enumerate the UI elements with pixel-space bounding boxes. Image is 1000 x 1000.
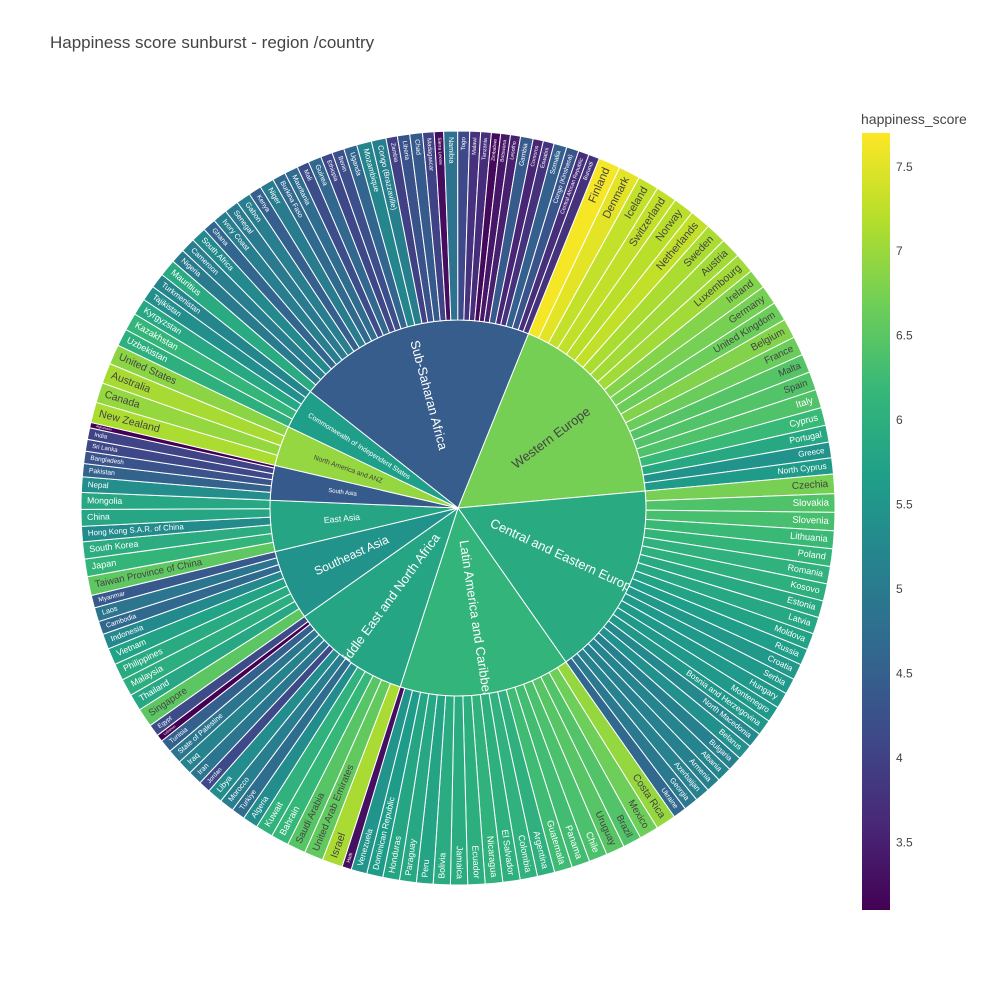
colorbar: happiness_score 3.5 4 4.5 5 5.5 6 6.5 7 7.5 [861,111,967,910]
colorbar-title: happiness_score [861,111,967,127]
country-label: Sri Lanka [92,443,119,454]
colorbar-gradient [862,133,890,910]
country-burundi[interactable] [522,153,600,335]
country-label: Benin [336,155,348,173]
country-label: Madagascar [425,138,434,171]
colorbar-tick-label: 4 [896,751,903,765]
colorbar-tick-label: 7.5 [896,160,913,174]
colorbar-tick-label: 3.5 [896,835,913,849]
country-label: Nepal [87,480,109,490]
country-label: Czechia [791,479,828,492]
region-label: South Asia [328,488,358,498]
colorbar-tick-label: 4.5 [896,667,913,681]
country-label: Mongolia [87,495,123,506]
country-label: Greece [798,446,826,459]
colorbar-tick-label: 5.5 [896,498,913,512]
country-label: Bangladesh [90,455,125,467]
chart-title: Happiness score sunburst - region /count… [50,33,375,52]
country-label: Slovakia [793,498,830,509]
country-label: Lesotho [509,141,518,160]
country-label: Pakistan [88,468,115,478]
country-label: Afghanistan [96,424,113,431]
country-label: Slovenia [792,515,830,527]
sunburst-plot: Western EuropeFinlandDenmarkIcelandSwitz… [80,130,836,886]
country-label: Japan [91,558,117,572]
country-label: Haiti [346,852,355,863]
colorbar-tick-label: 5 [896,582,903,596]
country-label: Togo [460,136,467,150]
country-label: Lebanon [163,724,177,736]
country-label: Namibia [447,137,457,164]
country-label: Laos [101,604,119,617]
region-label: East Asia [323,512,360,525]
country-label: Poland [797,548,826,562]
country-label: Chad [413,139,422,156]
country-label: Sierra Leone [436,137,443,165]
country-label: Zambia [389,142,398,163]
colorbar-tick-label: 6 [896,413,903,427]
country-label: Botswana [499,139,508,162]
country-label: Gambia [518,142,529,166]
country-label: Comoros [530,145,541,168]
country-label: Malawi [472,137,479,155]
colorbar-ticks: 3.5 4 4.5 5 5.5 6 6.5 7 7.5 [896,160,913,850]
country-label: Liberia [401,140,411,160]
country-label: India [94,432,109,441]
country-label: Eswatini [540,147,551,169]
country-label: Paraguay [403,837,418,876]
colorbar-tick-label: 7 [896,244,903,258]
country-label: Italy [795,395,815,411]
country-label: Jamaica [455,846,465,879]
country-label: Peru [420,859,432,878]
country-label: Mali [302,169,313,182]
colorbar-tick-label: 6.5 [896,329,913,343]
country-label: Tanzania [481,137,489,160]
country-label: Ecuador [470,845,482,879]
country-label: China [87,511,110,522]
country-label: Lithuania [790,531,829,544]
country-label: Nicaragua [485,836,499,879]
country-label: Zimbabwe [491,138,499,161]
country-label: Bolivia [436,852,447,878]
